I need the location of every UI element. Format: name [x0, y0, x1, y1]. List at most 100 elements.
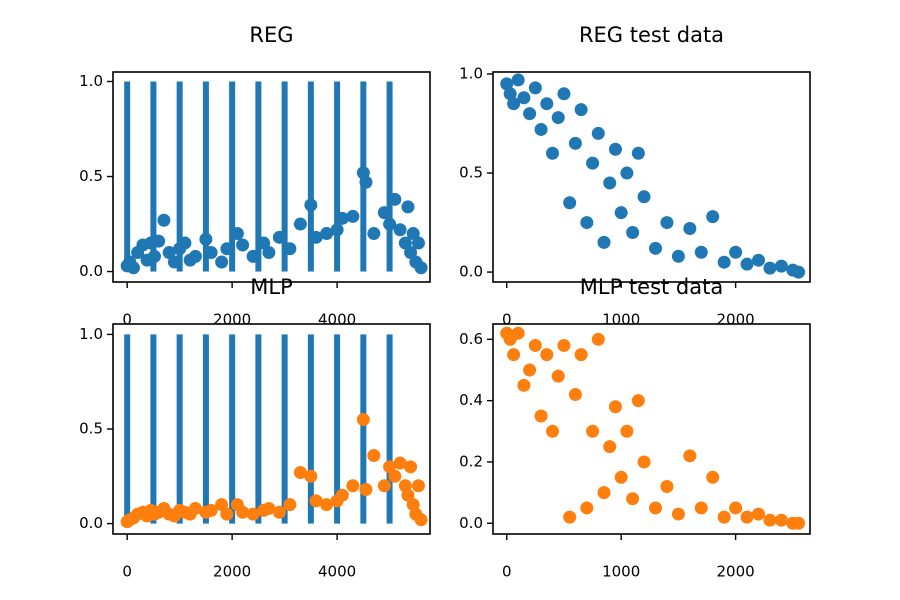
point [272, 230, 286, 244]
subplot-title: REG test data [579, 23, 724, 47]
point [411, 479, 425, 493]
point [147, 249, 161, 263]
point [367, 227, 381, 241]
point [763, 261, 777, 275]
y-tick-label: 1.0 [79, 72, 103, 90]
y-tick-label: 0.0 [79, 262, 103, 280]
x-tick-label: 2000 [717, 311, 755, 329]
point [774, 259, 788, 273]
bar [334, 334, 341, 524]
point [236, 238, 250, 252]
bar [334, 81, 341, 272]
point [557, 338, 571, 352]
point [204, 503, 218, 517]
point [597, 235, 611, 249]
point [511, 73, 525, 87]
axes-frame [112, 323, 431, 535]
y-tick-label: 0.5 [79, 167, 103, 185]
point [359, 483, 373, 497]
point [335, 211, 349, 225]
axes-frame [492, 323, 811, 535]
subplot: 0 1000 2000 0.0 0.5 1.0 REG test data [459, 23, 811, 329]
point [162, 246, 176, 260]
point [528, 338, 542, 352]
subplot-title: MLP [250, 275, 292, 299]
point [404, 460, 418, 474]
point [304, 469, 318, 483]
bar [386, 81, 393, 272]
point [649, 501, 663, 515]
point [199, 232, 213, 246]
bar [150, 334, 157, 524]
point [591, 126, 605, 140]
point [729, 501, 743, 515]
point [649, 241, 663, 255]
point [740, 510, 754, 524]
point [178, 236, 192, 250]
point [507, 348, 521, 362]
x-tick-label: 0 [502, 563, 512, 581]
point [568, 136, 582, 150]
point [398, 236, 412, 250]
point [637, 190, 651, 204]
point [631, 146, 645, 160]
bar [202, 334, 209, 524]
point [546, 424, 560, 438]
point [608, 142, 622, 156]
y-tick-label: 0.0 [459, 263, 483, 281]
point [414, 513, 428, 527]
point [188, 501, 202, 515]
x-tick-label: 4000 [318, 311, 356, 329]
point [367, 448, 381, 462]
bar [229, 81, 236, 272]
x-tick-label: 1000 [602, 563, 640, 581]
point [152, 234, 166, 248]
point [752, 253, 766, 267]
point [694, 501, 708, 515]
point [557, 87, 571, 101]
bar [255, 81, 262, 272]
x-tick-label: 4000 [318, 563, 356, 581]
point [608, 400, 622, 414]
point [383, 217, 397, 231]
point [246, 249, 260, 263]
point [511, 326, 525, 340]
x-tick-label: 2000 [213, 311, 251, 329]
point [283, 498, 297, 512]
point [563, 510, 577, 524]
bar [229, 334, 236, 524]
point [540, 348, 554, 362]
point [671, 249, 685, 263]
point [377, 479, 391, 493]
point [586, 424, 600, 438]
point [503, 87, 517, 101]
point [586, 156, 600, 170]
y-tick-label: 0.5 [459, 164, 483, 182]
point [551, 369, 565, 383]
point [401, 488, 415, 502]
bar [281, 81, 288, 272]
bar [150, 81, 157, 272]
x-tick-label: 1000 [602, 311, 640, 329]
point [546, 146, 560, 160]
point [309, 230, 323, 244]
point [404, 246, 418, 260]
point [574, 348, 588, 362]
point [603, 440, 617, 454]
point [320, 227, 334, 241]
axes-frame [492, 71, 811, 283]
point [717, 510, 731, 524]
bar [176, 81, 183, 272]
point [740, 257, 754, 271]
point [126, 261, 140, 275]
point [660, 479, 674, 493]
subplot: 0 2000 4000 0.0 0.5 1.0 REG [79, 23, 431, 329]
point [293, 466, 307, 480]
bar [255, 334, 262, 524]
point [631, 394, 645, 408]
point [706, 210, 720, 224]
y-tick-label: 1.0 [79, 325, 103, 343]
subplot: 0 1000 2000 0.0 0.2 0.4 0.6 MLP test data [459, 275, 811, 581]
point [574, 103, 588, 117]
